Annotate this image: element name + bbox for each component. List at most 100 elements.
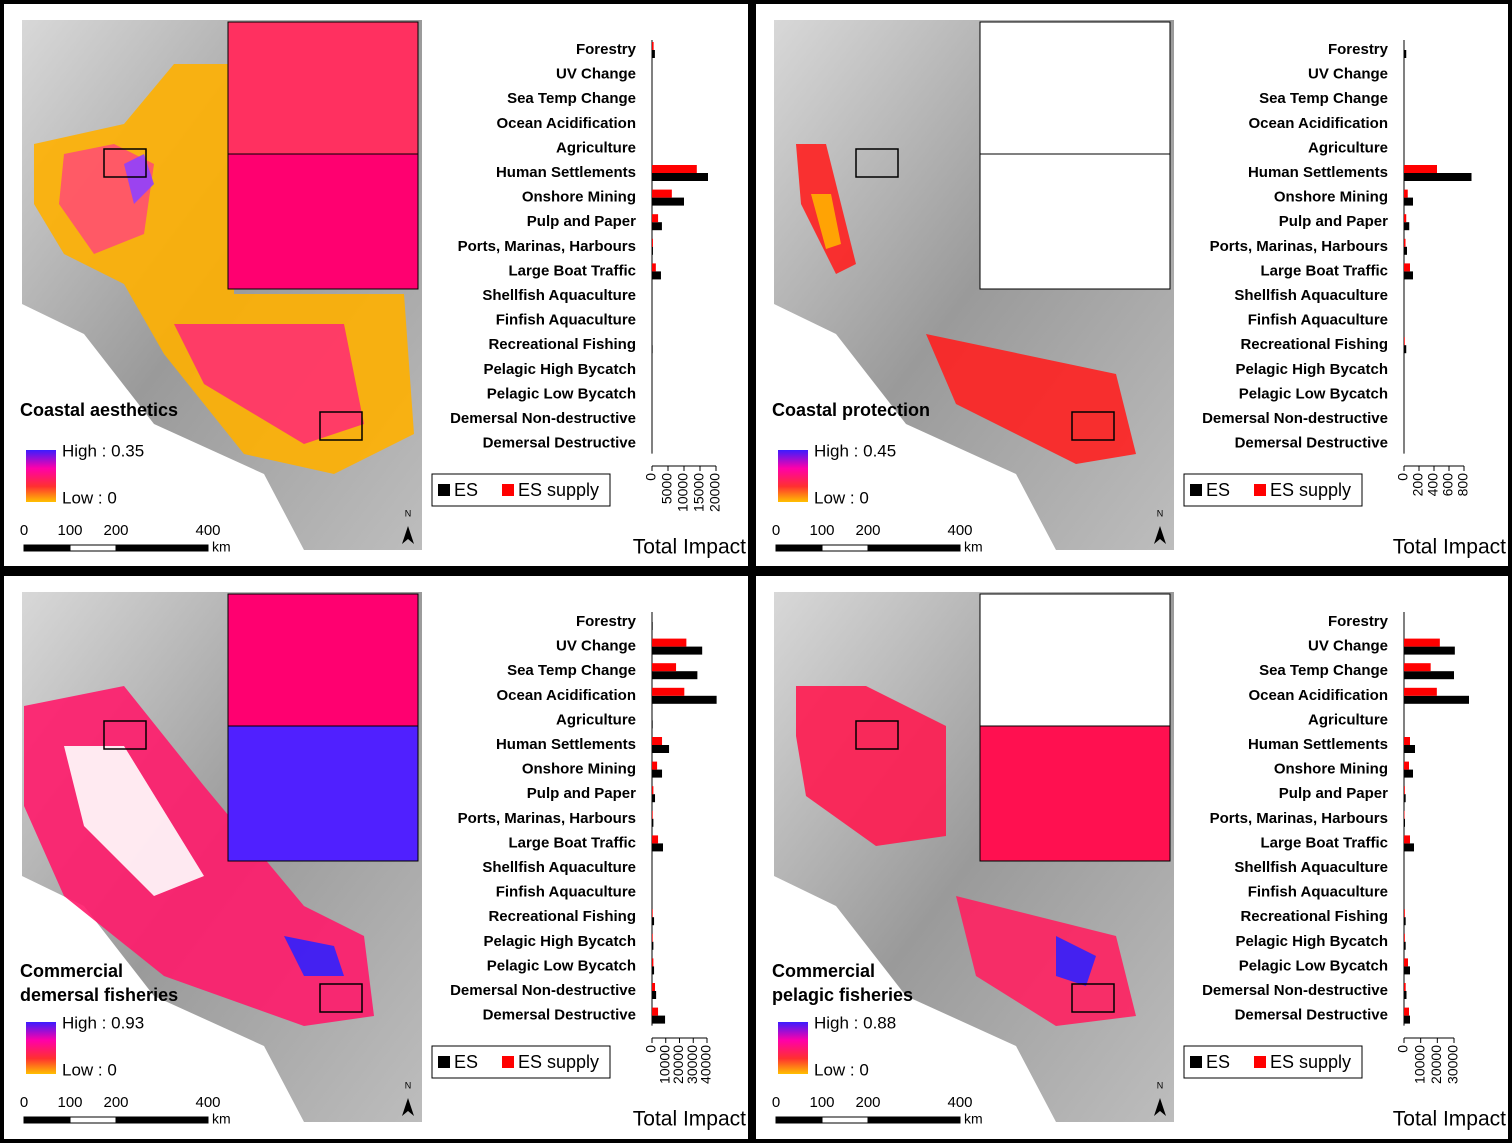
bar (652, 696, 717, 704)
bar (1404, 794, 1406, 802)
legend-low: Low : 0 (62, 1060, 117, 1079)
category-label: Pelagic High Bycatch (483, 361, 636, 378)
category-label: Ocean Acidification (1249, 687, 1388, 704)
scale-segment (868, 1117, 960, 1123)
category-label: Agriculture (556, 139, 636, 156)
bar (652, 50, 655, 58)
bar (652, 762, 657, 770)
north-label: N (405, 1080, 412, 1090)
bar (1404, 688, 1437, 696)
category-label: Demersal Non-destructive (1202, 982, 1388, 999)
bar (1404, 663, 1431, 671)
bar (652, 214, 658, 222)
bar (652, 345, 653, 353)
legend-label: ES supply (1270, 480, 1351, 500)
bar (1404, 745, 1415, 753)
inset-top (980, 594, 1170, 726)
bar (652, 663, 676, 671)
category-label: Human Settlements (1248, 736, 1388, 753)
x-tick-label: 15000 (691, 473, 707, 512)
x-tick-label: 20000 (1428, 1045, 1444, 1084)
category-label: Forestry (1328, 41, 1389, 58)
category-label: Pelagic High Bycatch (1235, 361, 1388, 378)
scale-label: 200 (855, 522, 880, 539)
bar (1404, 917, 1406, 925)
bar (652, 991, 656, 999)
category-label: Pulp and Paper (527, 785, 636, 802)
category-label: Human Settlements (496, 736, 636, 753)
legend-low: Low : 0 (62, 488, 117, 507)
legend-swatch (438, 1056, 450, 1068)
inset-bottom (980, 726, 1170, 861)
bar (652, 622, 653, 630)
bar (1404, 173, 1472, 181)
scale-label: 200 (103, 1094, 128, 1111)
category-label: UV Change (556, 66, 636, 83)
category-label: Ports, Marinas, Harbours (1210, 810, 1388, 827)
bar (1404, 770, 1413, 778)
bar (1404, 934, 1405, 942)
legend-high: High : 0.93 (62, 1013, 144, 1032)
bar (1404, 671, 1454, 679)
category-label: Recreational Fishing (488, 336, 636, 353)
scale-label: 200 (855, 1094, 880, 1111)
x-tick-label: 200 (1410, 473, 1426, 497)
legend-label: ES supply (518, 480, 599, 500)
category-label: Large Boat Traffic (508, 262, 636, 279)
scale-segment (776, 1117, 822, 1123)
category-label: UV Change (556, 638, 636, 655)
category-label: Pelagic High Bycatch (483, 933, 636, 950)
bar (652, 909, 653, 917)
category-label: Shellfish Aquaculture (482, 859, 636, 876)
x-tick-label: 0 (643, 473, 659, 481)
category-label: Ocean Acidification (1249, 115, 1388, 132)
scale-unit: km (212, 1111, 231, 1127)
category-label: Sea Temp Change (1259, 90, 1388, 107)
legend-label: ES (1206, 1052, 1230, 1072)
bar (1404, 958, 1408, 966)
category-label: Onshore Mining (1274, 761, 1388, 778)
category-label: Sea Temp Change (507, 662, 636, 679)
category-label: Forestry (1328, 613, 1389, 630)
scale-label: 200 (103, 522, 128, 539)
map (22, 20, 422, 550)
bar (652, 647, 702, 655)
bar (652, 222, 662, 230)
category-label: Sea Temp Change (507, 90, 636, 107)
bar (1404, 190, 1408, 198)
bar (652, 958, 653, 966)
bar (652, 811, 653, 819)
category-label: Ports, Marinas, Harbours (458, 238, 636, 255)
bar (1404, 345, 1406, 353)
bar (1404, 337, 1405, 345)
scale-label: 400 (195, 522, 220, 539)
x-tick-label: 600 (1440, 473, 1456, 497)
scale-segment (24, 1117, 70, 1123)
category-label: Onshore Mining (522, 761, 636, 778)
bar (652, 983, 655, 991)
map (774, 592, 1174, 1122)
category-label: Pelagic Low Bycatch (1239, 385, 1388, 402)
category-label: Large Boat Traffic (1260, 834, 1388, 851)
category-label: Sea Temp Change (1259, 662, 1388, 679)
bar (1404, 909, 1405, 917)
bar (652, 688, 684, 696)
bar (1404, 222, 1409, 230)
bar (1404, 811, 1405, 819)
category-label: Human Settlements (496, 164, 636, 181)
bar (1404, 639, 1440, 647)
category-label: Demersal Destructive (483, 435, 636, 452)
category-label: UV Change (1308, 638, 1388, 655)
bar (1404, 239, 1406, 247)
scale-label: 400 (947, 1094, 972, 1111)
category-label: Pulp and Paper (1279, 213, 1388, 230)
bar (1404, 165, 1437, 173)
category-label: Agriculture (556, 711, 636, 728)
bar (652, 966, 654, 974)
